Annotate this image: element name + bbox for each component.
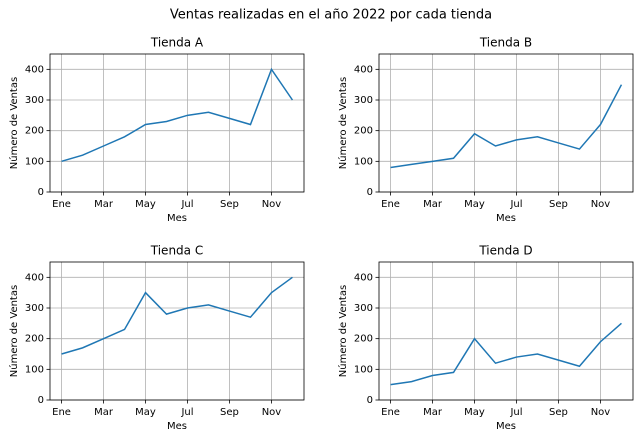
data-line [61, 67, 294, 163]
x-tick-label: Jul [509, 199, 522, 210]
x-tick-label: Nov [262, 199, 282, 210]
x-tick-label: Sep [220, 407, 239, 418]
y-tick-label: 400 [354, 64, 373, 75]
data-line [390, 84, 623, 169]
y-axis-label: Número de Ventas [8, 77, 20, 169]
x-tick-label: Sep [220, 199, 239, 210]
y-tick-label: 200 [354, 126, 373, 137]
y-tick-label: 0 [367, 395, 373, 406]
x-tick-label: Jul [180, 199, 193, 210]
x-axis-label: Mes [167, 213, 187, 224]
x-tick-label: Mar [94, 407, 114, 418]
x-tick-label: Ene [381, 199, 400, 210]
x-axis-label: Mes [496, 213, 516, 224]
y-tick-label: 100 [25, 364, 44, 375]
y-tick-label: 0 [38, 395, 44, 406]
data-line [390, 322, 622, 386]
y-tick-label: 400 [354, 272, 373, 283]
y-tick-label: 300 [25, 303, 44, 314]
x-tick-label: Mar [423, 407, 443, 418]
x-tick-label: Nov [591, 199, 611, 210]
axes-title: Tienda C [150, 244, 203, 258]
x-tick-label: Ene [52, 407, 71, 418]
y-tick-label: 0 [38, 187, 44, 198]
y-tick-label: 0 [367, 187, 373, 198]
x-tick-label: Nov [262, 407, 282, 418]
y-tick-label: 200 [354, 334, 373, 345]
x-tick-label: Sep [549, 199, 568, 210]
axes-title: Tienda B [479, 36, 532, 50]
axes-frame [378, 261, 634, 401]
axes-title: Tienda A [150, 36, 204, 50]
axes-title: Tienda D [478, 244, 532, 258]
data-line [61, 276, 293, 355]
x-tick-label: Jul [509, 407, 522, 418]
x-tick-label: Ene [381, 407, 400, 418]
x-tick-label: May [135, 407, 156, 418]
axes-frame [49, 261, 305, 401]
x-tick-label: Jul [180, 407, 193, 418]
y-axis-label: Número de Ventas [337, 285, 349, 377]
y-tick-label: 400 [25, 64, 44, 75]
y-tick-label: 300 [354, 303, 373, 314]
y-tick-label: 300 [25, 95, 44, 106]
y-tick-label: 200 [25, 334, 44, 345]
x-axis-label: Mes [167, 421, 187, 432]
axes-frame [378, 53, 634, 193]
x-tick-label: May [135, 199, 156, 210]
x-tick-label: May [464, 407, 485, 418]
y-axis-label: Número de Ventas [337, 77, 349, 169]
y-tick-label: 300 [354, 95, 373, 106]
x-tick-label: Sep [549, 407, 568, 418]
y-tick-label: 100 [354, 156, 373, 167]
x-tick-label: Mar [94, 199, 114, 210]
y-tick-label: 100 [354, 364, 373, 375]
y-axis-label: Número de Ventas [8, 285, 20, 377]
figure-title: Ventas realizadas en el año 2022 por cad… [170, 8, 492, 23]
y-tick-label: 200 [25, 126, 44, 137]
x-axis-label: Mes [496, 421, 516, 432]
x-tick-label: Mar [423, 199, 443, 210]
x-tick-label: Ene [52, 199, 71, 210]
x-tick-label: Nov [591, 407, 611, 418]
axes-frame [49, 53, 305, 193]
x-tick-label: May [464, 199, 485, 210]
y-tick-label: 100 [25, 156, 44, 167]
y-tick-label: 400 [25, 272, 44, 283]
